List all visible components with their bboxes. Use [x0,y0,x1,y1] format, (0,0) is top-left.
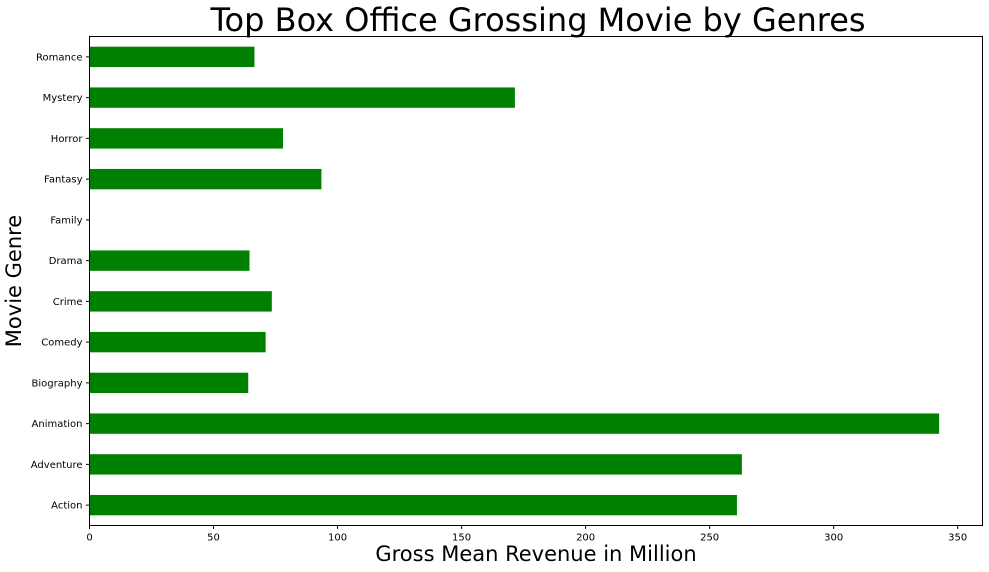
y-tick-label: Romance [36,52,82,63]
bar-adventure [89,454,742,475]
x-tick-label: 50 [207,533,220,544]
bar-horror [89,128,283,149]
y-tick-label: Crime [53,297,83,308]
bar-comedy [89,331,266,353]
y-tick-label: Fantasy [44,175,83,186]
bar-animation [89,413,940,434]
bar-romance [89,46,255,68]
y-tick-labels: Action Adventure Animation Biography Comedy C… [31,52,90,512]
bar-crime [89,291,272,312]
x-tick-label: 0 [86,533,92,544]
bar-fantasy [89,168,322,190]
chart-title: Top Box Office Grossing Movie by Genres [209,1,865,39]
y-tick-label: Comedy [41,338,82,349]
plot-area-frame [89,36,983,526]
y-tick-label: Drama [49,256,83,267]
y-axis-label: Movie Genre [2,215,26,347]
y-tick-label: Adventure [31,460,83,471]
x-tick-label: 100 [328,533,347,544]
y-tick-label: Family [50,215,82,226]
x-tick-label: 150 [452,533,471,544]
x-tick-label: 350 [948,533,967,544]
bar-drama [89,250,250,271]
x-tick-labels: 0 50 100 150 200 250 300 350 [86,525,967,544]
bar-action [89,494,737,516]
x-tick-label: 300 [824,533,843,544]
x-tick-label: 250 [700,533,719,544]
bar-mystery [89,87,515,108]
y-tick-label: Action [51,501,82,512]
x-tick-label: 200 [576,533,595,544]
y-tick-label: Animation [32,419,83,430]
y-tick-label: Mystery [43,93,83,104]
y-tick-label: Horror [51,134,84,145]
bars-group [89,46,940,516]
x-axis-label: Gross Mean Revenue in Million [375,542,696,566]
y-tick-label: Biography [32,378,83,389]
bar-biography [89,372,249,394]
